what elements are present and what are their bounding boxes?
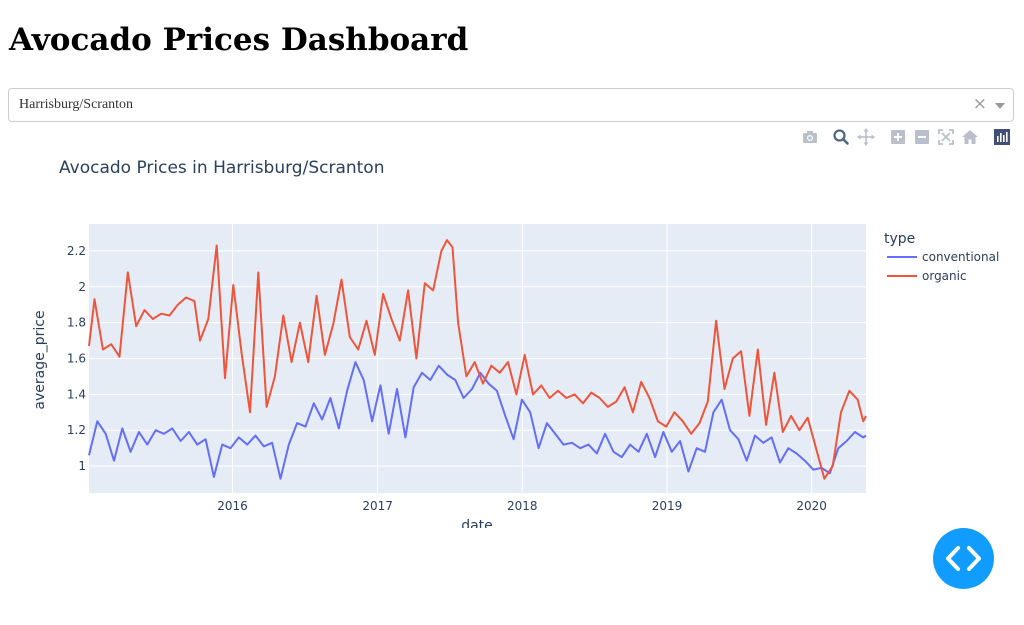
- chevron-down-icon[interactable]: [995, 103, 1005, 109]
- x-tick-label: 2017: [362, 499, 393, 513]
- autoscale-icon[interactable]: [936, 127, 956, 147]
- dropdown-selected-value: Harrisburg/Scranton: [19, 97, 134, 112]
- camera-icon[interactable]: [800, 127, 820, 147]
- legend-title: type: [884, 231, 915, 247]
- clear-icon[interactable]: ×: [972, 94, 987, 114]
- reset-axes-icon[interactable]: [960, 127, 980, 147]
- page-title: Avocado Prices Dashboard: [9, 22, 469, 58]
- code-toggle-button[interactable]: [933, 528, 994, 589]
- x-axis-label: date: [461, 518, 493, 528]
- gridlines: [89, 224, 866, 493]
- legend-item-conventional[interactable]: conventional: [922, 250, 999, 264]
- zoom-in-icon[interactable]: [888, 127, 908, 147]
- region-dropdown[interactable]: Harrisburg/Scranton ×: [8, 88, 1014, 122]
- y-tick-labels: 1 1.2 1.4 1.6 1.8 2 2.2: [67, 244, 86, 473]
- chart-title: Avocado Prices in Harrisburg/Scranton: [59, 158, 384, 178]
- y-tick-label: 1.8: [67, 316, 86, 330]
- legend: type conventional organic: [884, 231, 999, 283]
- y-tick-label: 1.6: [67, 352, 86, 366]
- pan-icon[interactable]: [856, 127, 876, 147]
- legend-item-organic[interactable]: organic: [922, 269, 967, 283]
- line-chart[interactable]: Avocado Prices in Harrisburg/Scranton 11…: [0, 148, 1024, 528]
- x-tick-label: 2018: [507, 499, 538, 513]
- x-tick-labels: 2016 2017 2018 2019 2020: [217, 499, 827, 513]
- plotly-logo-icon[interactable]: [992, 127, 1012, 147]
- code-brackets-icon: [946, 546, 981, 571]
- x-tick-label: 2019: [652, 499, 683, 513]
- series-line-conventional[interactable]: [88, 361, 867, 480]
- y-tick-label: 2.2: [67, 244, 86, 258]
- y-tick-label: 2: [78, 280, 86, 294]
- x-tick-label: 2020: [796, 499, 827, 513]
- y-tick-label: 1.2: [67, 423, 86, 437]
- x-tick-label: 2016: [217, 499, 248, 513]
- y-tick-label: 1: [78, 459, 86, 473]
- zoom-icon[interactable]: [831, 127, 851, 147]
- y-axis-label: average_price: [32, 310, 48, 409]
- y-tick-label: 1.4: [67, 387, 86, 401]
- series-line-organic[interactable]: [88, 239, 867, 480]
- zoom-out-icon[interactable]: [912, 127, 932, 147]
- series-lines: [88, 239, 867, 480]
